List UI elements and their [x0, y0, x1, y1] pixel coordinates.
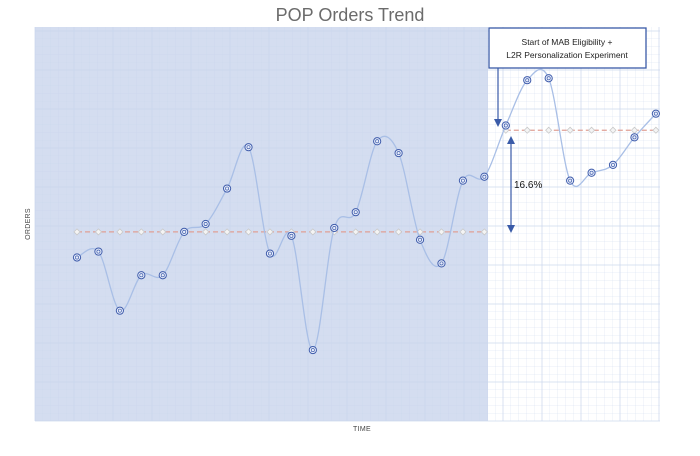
data-point-marker: [94, 247, 103, 256]
data-point-marker-inner: [611, 162, 615, 167]
baseline-marker: [73, 228, 81, 236]
baseline-marker: [266, 228, 274, 236]
data-point-marker-inner: [418, 237, 422, 242]
baseline-marker: [459, 228, 467, 236]
data-point-marker: [501, 121, 510, 130]
data-point-marker-inner: [525, 78, 530, 83]
data-point-marker-inner: [460, 178, 465, 183]
data-point-marker-inner: [482, 174, 487, 179]
lift-arrow-head-up: [507, 136, 515, 144]
data-point-marker-inner: [117, 308, 122, 313]
data-point-marker: [608, 160, 618, 169]
data-point-marker: [566, 176, 575, 185]
data-point-marker-inner: [353, 210, 358, 215]
pre-experiment-shaded-region: [35, 27, 488, 421]
data-point-marker-inner: [225, 186, 230, 191]
data-point-marker-inner: [96, 249, 101, 254]
data-point-marker: [137, 271, 146, 280]
lift-percentage-label: 16.6%: [514, 180, 542, 191]
data-point-marker-inner: [503, 123, 508, 128]
baseline-marker: [373, 228, 381, 236]
baseline-lines: [77, 129, 656, 233]
baseline-marker: [94, 228, 103, 236]
data-point-marker-inner: [203, 222, 208, 226]
data-point-marker: [115, 306, 124, 315]
data-point-marker: [544, 74, 553, 83]
chart-title: POP Orders Trend: [276, 5, 425, 25]
data-point-marker: [72, 253, 82, 262]
data-point-marker-inner: [375, 139, 380, 144]
data-point-marker: [222, 184, 232, 193]
data-point-marker: [330, 223, 339, 233]
data-point-marker: [287, 231, 296, 240]
minor-gridlines: [35, 27, 660, 421]
data-point-marker-inner: [568, 178, 573, 183]
baseline-marker: [352, 228, 360, 236]
data-point-marker-inner: [268, 251, 272, 256]
experiment-callout-box: [488, 27, 647, 69]
baseline-marker: [309, 228, 317, 236]
experiment-callout-line2: L2R Personalization Experiment: [506, 50, 628, 60]
data-point-marker-inner: [289, 233, 294, 238]
baseline-marker: [395, 228, 403, 236]
baseline-marker: [437, 228, 446, 236]
data-point-marker-inner: [246, 145, 251, 150]
baseline-marker: [159, 228, 167, 236]
data-point-marker: [201, 219, 210, 229]
major-gridlines: [34, 27, 660, 422]
data-point-marker: [394, 148, 403, 158]
data-point-marker: [587, 168, 596, 177]
baseline-marker: [652, 126, 660, 134]
data-point-marker: [415, 235, 425, 244]
data-point-marker-inner: [396, 151, 401, 156]
data-point-marker: [158, 271, 167, 280]
experiment-callout-line1: Start of MAB Eligibility +: [522, 37, 613, 47]
data-point-marker-inner: [546, 76, 551, 81]
x-axis-label: TIME: [353, 426, 371, 433]
data-point-marker-inner: [182, 229, 187, 234]
lift-arrow-head-down: [507, 225, 515, 233]
data-point-marker: [265, 249, 275, 258]
baseline-marker: [609, 126, 617, 134]
data-point-marker: [480, 172, 489, 181]
data-point-marker-inner: [310, 348, 315, 353]
orders-series-markers: [72, 74, 660, 355]
data-point-marker-inner: [632, 135, 637, 140]
data-point-marker-inner: [589, 170, 594, 175]
data-point-marker: [308, 345, 317, 355]
callout-pointer-arrowhead: [494, 119, 502, 127]
baseline-marker: [545, 126, 553, 134]
baseline-marker: [223, 228, 231, 236]
baseline-marker: [566, 126, 574, 134]
data-point-marker: [630, 133, 639, 142]
data-point-marker-inner: [653, 111, 658, 116]
data-point-marker-inner: [139, 273, 144, 278]
baseline-marker: [480, 228, 488, 236]
data-point-marker-inner: [439, 261, 444, 266]
data-point-marker: [373, 137, 382, 146]
data-point-marker: [351, 208, 360, 217]
data-point-marker: [244, 143, 253, 152]
data-point-marker: [458, 176, 468, 185]
data-point-marker: [523, 76, 532, 85]
baseline-marker: [587, 126, 596, 134]
baseline-marker: [523, 126, 531, 134]
data-point-marker-inner: [75, 255, 79, 260]
data-point-marker-inner: [332, 225, 337, 230]
baseline-marker: [630, 126, 639, 134]
baseline-marker: [137, 228, 145, 236]
y-axis-label: ORDERS: [25, 208, 32, 240]
baseline-markers: [73, 126, 660, 236]
baseline-marker: [202, 228, 210, 236]
data-point-marker: [651, 109, 660, 118]
data-point-marker: [180, 227, 189, 236]
data-point-marker-inner: [160, 273, 165, 278]
baseline-marker: [244, 228, 253, 236]
data-point-marker: [437, 259, 446, 268]
baseline-marker: [116, 228, 124, 236]
